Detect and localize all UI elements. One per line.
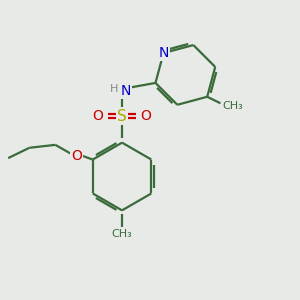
Text: S: S (117, 109, 127, 124)
Text: O: O (141, 109, 152, 123)
Text: CH₃: CH₃ (112, 229, 132, 239)
Text: O: O (71, 149, 82, 163)
Text: N: N (158, 46, 169, 60)
Text: O: O (92, 109, 103, 123)
Text: CH₃: CH₃ (223, 100, 244, 111)
Text: H: H (110, 84, 118, 94)
Text: N: N (120, 84, 131, 98)
